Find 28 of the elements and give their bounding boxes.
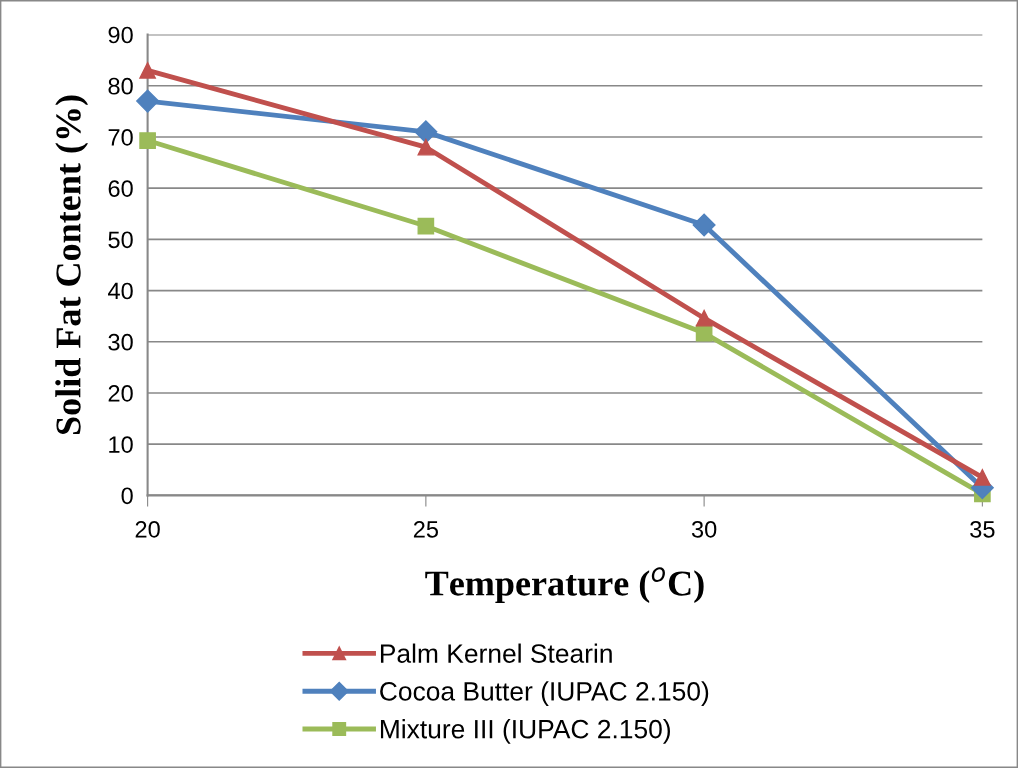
point bbox=[692, 213, 716, 237]
y-tick-label: 30 bbox=[108, 333, 133, 351]
y-axis-title: Solid Fat Content (%) bbox=[55, 95, 89, 435]
point bbox=[414, 120, 438, 144]
y-tick-label: 90 bbox=[108, 26, 133, 44]
x-tick-label: 30 bbox=[691, 520, 717, 538]
y-tick-label: 0 bbox=[121, 487, 133, 505]
legend-label: Cocoa Butter (IUPAC 2.150) bbox=[380, 681, 709, 706]
y-tick-label: 40 bbox=[108, 282, 133, 300]
x-tick-label: 20 bbox=[135, 520, 160, 538]
x-tick-label: 35 bbox=[970, 520, 995, 538]
point bbox=[139, 62, 156, 79]
y-tick-label: 20 bbox=[108, 385, 133, 402]
point bbox=[139, 132, 156, 149]
x-tick-label: 25 bbox=[413, 520, 439, 538]
point bbox=[695, 309, 713, 327]
y-tick-label: 10 bbox=[109, 436, 133, 453]
y-tick-label: 60 bbox=[108, 180, 133, 197]
y-tick-label: 70 bbox=[108, 129, 133, 146]
legend-label: Palm Kernel Stearin bbox=[380, 643, 612, 663]
point bbox=[136, 89, 160, 113]
y-tick-label: 80 bbox=[108, 77, 133, 95]
point bbox=[417, 138, 435, 156]
point bbox=[417, 217, 435, 235]
y-tick-label: 50 bbox=[108, 231, 133, 249]
x-axis-title: Temperature ($^{o}$C) bbox=[425, 567, 704, 604]
point bbox=[974, 469, 991, 486]
legend-label: Mixture III (IUPAC 2.150) bbox=[380, 719, 670, 744]
